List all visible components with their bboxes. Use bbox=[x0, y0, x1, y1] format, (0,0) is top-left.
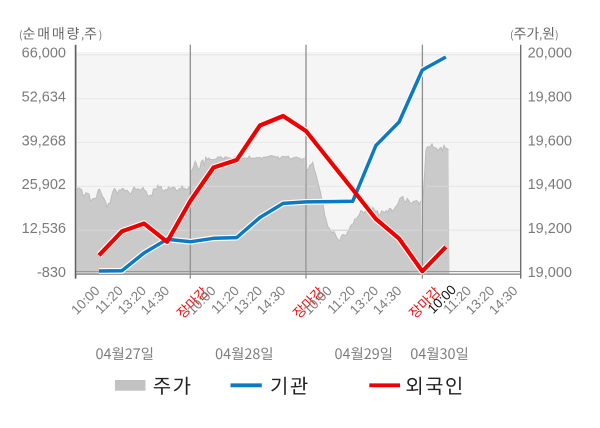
svg-text:19,400: 19,400 bbox=[528, 177, 572, 193]
svg-text:19,200: 19,200 bbox=[528, 221, 572, 237]
svg-text:25,902: 25,902 bbox=[22, 177, 66, 193]
svg-text:19,600: 19,600 bbox=[528, 133, 572, 149]
svg-text:19,800: 19,800 bbox=[528, 89, 572, 105]
svg-text:20,000: 20,000 bbox=[528, 46, 572, 62]
svg-text:19,000: 19,000 bbox=[528, 265, 572, 281]
svg-text:-830: -830 bbox=[37, 265, 66, 281]
svg-text:52,634: 52,634 bbox=[22, 89, 66, 105]
svg-text:39,268: 39,268 bbox=[22, 133, 66, 149]
svg-text:12,536: 12,536 bbox=[22, 221, 66, 237]
svg-text:66,000: 66,000 bbox=[22, 46, 66, 62]
